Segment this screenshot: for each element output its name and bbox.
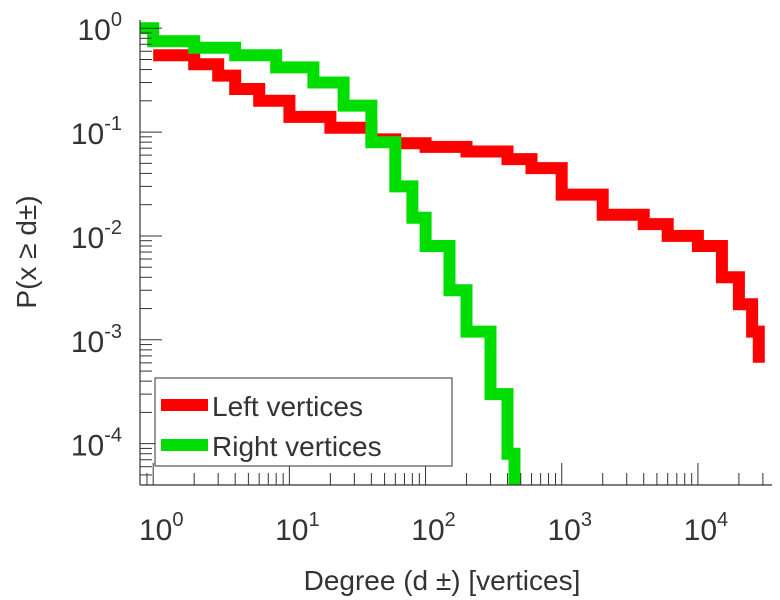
x-tick-exponent: 3 <box>581 509 592 531</box>
x-tick-label: 100 <box>139 509 184 547</box>
y-tick-exponent: -1 <box>104 113 122 135</box>
x-tick-label: 102 <box>411 509 456 547</box>
y-tick-label: 10-3 <box>71 321 122 359</box>
series-line-left-vertices <box>153 49 765 363</box>
legend: Left vertices Right vertices <box>154 377 453 467</box>
legend-label: Left vertices <box>212 391 363 422</box>
x-axis-label: Degree (d ±) [vertices] <box>304 565 581 596</box>
y-tick-label: 10-1 <box>71 113 122 151</box>
y-tick-exponent: -3 <box>104 321 122 343</box>
y-axis-label: P(x ≥ d±) <box>11 195 42 308</box>
x-tick-exponent: 1 <box>309 509 320 531</box>
legend-label: Right vertices <box>212 431 382 462</box>
x-tick-exponent: 4 <box>717 509 728 531</box>
x-tick-label: 101 <box>275 509 320 547</box>
x-tick-exponent: 0 <box>172 509 183 531</box>
x-tick-label: 103 <box>547 509 592 547</box>
y-tick-exponent: -2 <box>104 217 122 239</box>
legend-box <box>154 377 453 467</box>
y-tick-exponent: 0 <box>111 9 122 31</box>
y-tick-label: 100 <box>78 9 123 47</box>
y-tick-label: 10-2 <box>71 217 122 255</box>
axes-layer <box>139 20 772 486</box>
series-line-right-vertices <box>140 22 521 485</box>
y-tick-label: 10-4 <box>71 425 122 463</box>
y-tick-exponent: -4 <box>104 425 122 447</box>
series-layer <box>140 22 765 485</box>
x-tick-exponent: 2 <box>445 509 456 531</box>
x-tick-label: 104 <box>684 509 729 547</box>
